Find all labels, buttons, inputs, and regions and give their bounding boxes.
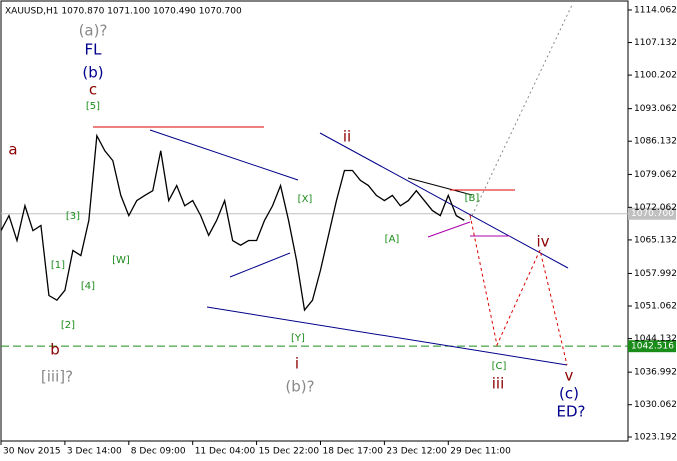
annotation: [B] xyxy=(465,193,480,204)
annotation: b xyxy=(50,341,60,359)
x-tick-label: 3 Dec 14:00 xyxy=(67,447,122,457)
y-tick-label: 1030.062 xyxy=(634,400,677,410)
trend-line xyxy=(319,132,569,269)
trend-line xyxy=(407,177,473,196)
annotation: [2] xyxy=(61,320,75,331)
y-tick-label: 1086.132 xyxy=(634,137,677,147)
y-tick-label: 1107.132 xyxy=(634,38,677,48)
price-label: 1070.700 xyxy=(631,209,674,219)
annotation: (b) xyxy=(82,64,103,82)
annotation: (b)? xyxy=(285,378,314,396)
price-line-series xyxy=(0,133,465,312)
annotations: (a)? FL (b) c [5] a [3] [1] [4] [2] b [i… xyxy=(8,22,585,421)
price-label-box xyxy=(628,207,676,220)
trend-line xyxy=(149,129,299,181)
annotation: [iii]? xyxy=(41,368,73,386)
annotation: (c) xyxy=(559,385,579,403)
annotation: [A] xyxy=(385,234,400,245)
annotation: iv xyxy=(536,233,549,251)
y-tick-label: 1023.192 xyxy=(634,432,677,442)
x-tick-label: 29 Dec 11:00 xyxy=(450,447,511,457)
y-tick-label: 1044.132 xyxy=(634,334,677,344)
y-tick-label: 1100.202 xyxy=(634,71,677,81)
annotation: c xyxy=(89,81,97,99)
annotation: ED? xyxy=(557,403,586,421)
annotation: [5] xyxy=(86,101,100,112)
projection xyxy=(469,214,568,366)
trend-line xyxy=(206,306,568,366)
chart-title: XAUUSD,H1 1070.870 1071.100 1070.490 107… xyxy=(5,7,242,17)
price-label-box xyxy=(628,340,676,353)
x-tick-label: 30 Nov 2015 xyxy=(3,447,61,457)
annotation: [4] xyxy=(81,281,95,292)
x-tick-label: 23 Dec 12:00 xyxy=(386,447,447,457)
x-tick-label: 11 Dec 04:00 xyxy=(195,447,256,457)
annotation: i xyxy=(295,355,299,373)
annotation: ii xyxy=(343,128,351,146)
annotation: iii xyxy=(492,375,505,393)
y-tick-label: 1072.062 xyxy=(634,203,677,213)
drawings xyxy=(93,4,573,366)
annotation: [1] xyxy=(51,260,65,271)
y-tick-label: 1114.062 xyxy=(634,5,677,15)
annotation: v xyxy=(565,367,574,385)
annotation: a xyxy=(8,141,17,159)
annotation: [C] xyxy=(492,361,507,372)
annotation: [X] xyxy=(298,194,313,205)
plot-frame xyxy=(0,0,629,442)
price-label: 1042.516 xyxy=(631,342,674,352)
annotation: [3] xyxy=(66,211,80,222)
annotation: [Y] xyxy=(291,333,305,344)
y-tick-label: 1051.062 xyxy=(634,302,677,312)
trend-line xyxy=(229,252,291,278)
x-tick-label: 8 Dec 09:00 xyxy=(131,447,186,457)
y-tick-label: 1093.062 xyxy=(634,104,677,114)
x-tick-label: 15 Dec 22:00 xyxy=(259,447,320,457)
y-tick-label: 1057.992 xyxy=(634,269,677,279)
price-lines: 1070.700 1042.516 xyxy=(1,207,676,353)
trend-line xyxy=(427,221,471,238)
y-tick-label: 1036.992 xyxy=(634,368,677,378)
y-tick-label: 1079.062 xyxy=(634,170,677,180)
annotation: FL xyxy=(85,41,103,59)
annotation: [W] xyxy=(112,255,130,266)
x-tick-label: 18 Dec 17:00 xyxy=(322,447,383,457)
y-tick-label: 1065.132 xyxy=(634,235,677,245)
annotation: (a)? xyxy=(79,22,108,40)
